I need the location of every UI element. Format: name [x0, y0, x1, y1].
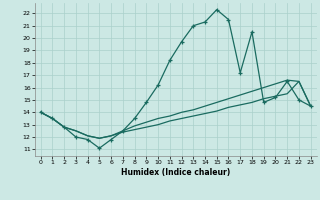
X-axis label: Humidex (Indice chaleur): Humidex (Indice chaleur): [121, 168, 230, 177]
